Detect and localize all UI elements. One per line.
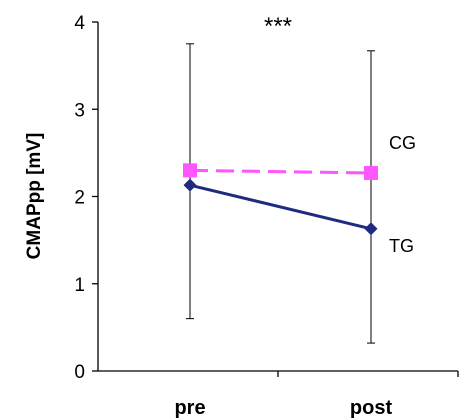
series-line-cg bbox=[189, 168, 372, 175]
error-bars bbox=[186, 43, 375, 344]
data-point-cg bbox=[183, 163, 197, 178]
data-point-tg bbox=[364, 222, 378, 236]
series-line-tg bbox=[189, 183, 372, 231]
y-tick-label: 1 bbox=[74, 275, 85, 296]
x-category-label: pre bbox=[174, 397, 205, 419]
y-ticks: 0 1 2 3 4 bbox=[74, 13, 98, 383]
series-label-cg: CG bbox=[389, 133, 416, 153]
y-tick-label: 3 bbox=[74, 100, 85, 121]
series-markers bbox=[183, 163, 378, 236]
axes bbox=[97, 22, 458, 372]
data-point-cg bbox=[364, 165, 378, 180]
series-lines bbox=[189, 168, 372, 231]
error-bar bbox=[367, 50, 375, 344]
x-category-label: post bbox=[350, 397, 393, 419]
x-ticks: pre post bbox=[174, 371, 459, 419]
series-label-tg: TG bbox=[389, 236, 414, 256]
significance-annotation: *** bbox=[264, 13, 292, 40]
y-axis-title: CMAPpp [mV] bbox=[24, 133, 45, 260]
y-tick-label: 0 bbox=[74, 362, 85, 383]
y-tick-label: 2 bbox=[74, 188, 85, 209]
data-point-tg bbox=[183, 178, 197, 192]
y-tick-label: 4 bbox=[74, 13, 85, 34]
